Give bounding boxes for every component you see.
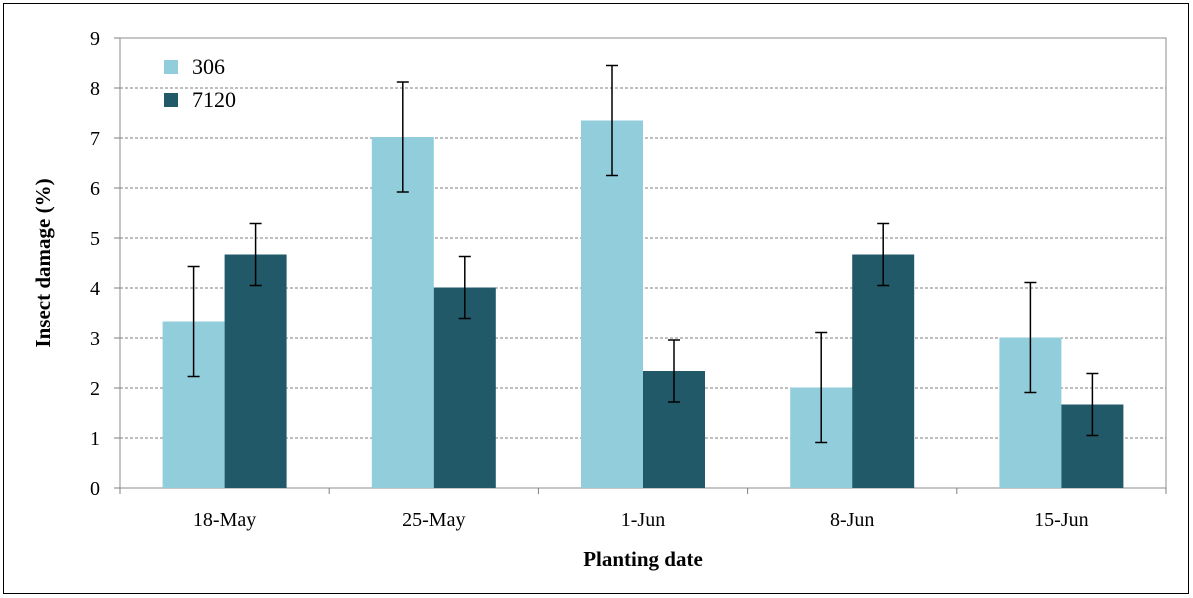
legend: 306 7120 [164, 54, 236, 112]
y-tick-label: 8 [90, 78, 100, 100]
x-tick-label: 18-May [193, 509, 256, 531]
error-bars [187, 64, 1099, 444]
x-tick-label: 25-May [402, 509, 465, 531]
x-tick-label: 15-Jun [1034, 509, 1088, 531]
bar-306-1-Jun [581, 120, 643, 488]
y-axis-title: Insect damage (%) [31, 178, 55, 347]
y-tick-label: 9 [90, 28, 100, 50]
x-axis-ticks: 18-May 25-May 1-Jun 8-Jun 15-Jun [119, 488, 1167, 531]
bar-7120-18-May [224, 254, 287, 488]
y-tick-label: 3 [90, 328, 100, 350]
y-tick-label: 4 [90, 278, 100, 300]
legend-label-7120: 7120 [192, 87, 236, 112]
y-tick-label: 1 [90, 428, 100, 450]
y-tick-label: 7 [90, 128, 100, 150]
x-tick-label: 8-Jun [830, 509, 874, 531]
y-tick-label: 6 [90, 178, 100, 200]
bar-7120-25-May [433, 287, 496, 488]
legend-swatch-306 [164, 60, 178, 74]
x-tick-label: 1-Jun [621, 509, 665, 531]
bars [162, 120, 1124, 488]
x-axis-title: Planting date [583, 547, 703, 571]
y-tick-label: 0 [90, 478, 100, 500]
y-tick-label: 5 [90, 228, 100, 250]
y-tick-label: 2 [90, 378, 100, 400]
y-axis-ticks: 0 1 2 3 4 5 6 7 8 9 [90, 28, 120, 500]
bar-7120-8-Jun [852, 254, 915, 488]
legend-label-306: 306 [192, 54, 225, 79]
legend-swatch-7120 [164, 93, 178, 107]
bar-306-25-May [371, 137, 434, 488]
